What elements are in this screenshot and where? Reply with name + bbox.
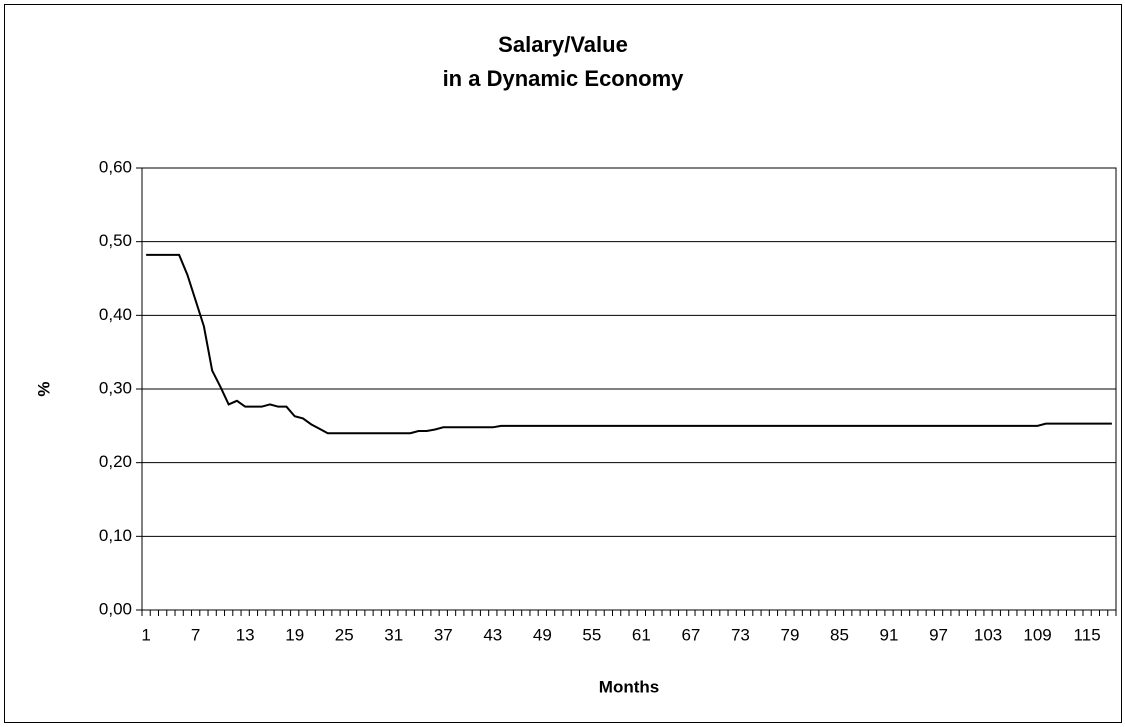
x-tick-label: 73	[731, 625, 750, 644]
x-tick-label: 1	[141, 625, 150, 644]
x-tick-label: 61	[632, 625, 651, 644]
x-tick-label: 49	[533, 625, 552, 644]
x-tick-label: 67	[681, 625, 700, 644]
x-tick-label: 109	[1023, 625, 1051, 644]
x-tick-label: 115	[1074, 625, 1101, 644]
chart-title-line: in a Dynamic Economy	[443, 66, 685, 91]
x-tick-label: 97	[929, 625, 948, 644]
x-tick-label: 43	[483, 625, 502, 644]
y-tick-label: 0,00	[99, 599, 132, 618]
y-tick-label: 0,40	[99, 305, 132, 324]
x-tick-label: 103	[974, 625, 1002, 644]
y-tick-label: 0,20	[99, 452, 132, 471]
x-tick-label: 55	[582, 625, 601, 644]
x-tick-label: 85	[830, 625, 849, 644]
y-tick-label: 0,30	[99, 378, 132, 397]
y-tick-label: 0,50	[99, 231, 132, 250]
x-tick-label: 79	[780, 625, 799, 644]
x-tick-label: 37	[434, 625, 453, 644]
x-tick-label: 19	[285, 625, 304, 644]
y-tick-label: 0,10	[99, 526, 132, 545]
data-line	[146, 253, 1112, 435]
chart-title-line: Salary/Value	[498, 32, 628, 57]
x-axis-label: Months	[599, 677, 659, 696]
y-tick-label: 0,60	[99, 157, 132, 176]
x-tick-label: 25	[335, 625, 354, 644]
x-tick-label: 31	[384, 625, 403, 644]
x-tick-label: 13	[236, 625, 255, 644]
x-tick-label: 7	[191, 625, 200, 644]
y-axis-label: %	[34, 381, 53, 396]
x-tick-label: 91	[880, 625, 899, 644]
